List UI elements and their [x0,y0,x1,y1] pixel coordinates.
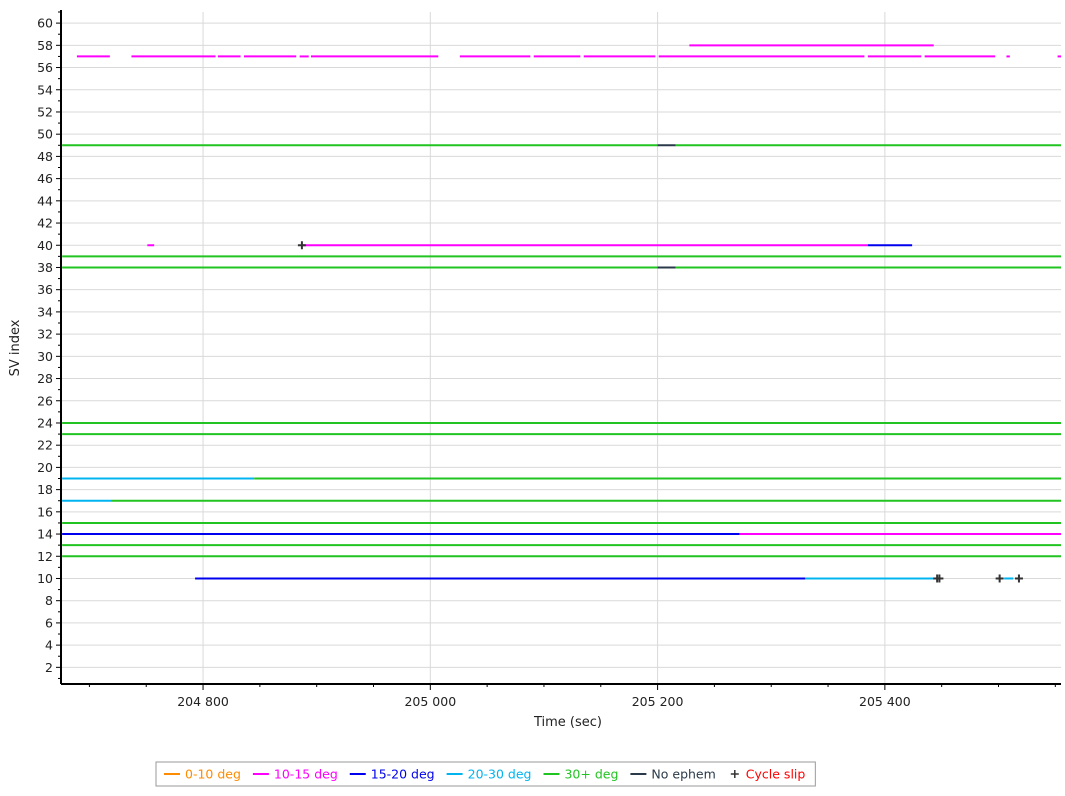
x-ticks: 204 800 205 000 205 200 205 400 [88,684,1056,709]
y-tick-label: 6 [45,615,53,630]
y-tick-label: 20 [37,460,53,475]
y-tick-label: 22 [37,438,53,453]
y-tick-label: 54 [37,82,53,97]
series-layer [62,44,1061,580]
cycle-slip-layer [297,241,1023,583]
y-tick-label: 50 [37,127,53,142]
y-ticks: 2468101214161820222426283032343638404244… [37,11,61,679]
y-tick-label: 2 [45,660,53,675]
y-tick-label: 8 [45,593,53,608]
y-tick-label: 42 [37,216,53,231]
y-tick-label: 60 [37,16,53,31]
y-tick-label: 14 [37,527,53,542]
y-axis-title: SV index [8,319,23,376]
legend-item-30plus: 30+ deg [543,767,618,782]
x-axis-title: Time (sec) [533,715,602,730]
y-tick-label: 24 [37,415,53,430]
cycle-slip-marker [1014,574,1023,583]
y-tick-label: 48 [37,149,53,164]
legend-label: 0-10 deg [185,767,241,782]
y-tick-label: 32 [37,327,53,342]
y-tick-label: 58 [37,38,53,53]
y-tick-label: 12 [37,549,53,564]
x-tick-label: 205 400 [859,694,911,709]
y-tick-label: 28 [37,371,53,386]
y-tick-label: 18 [37,482,53,497]
y-tick-label: 26 [37,393,53,408]
cycle-slip-marker [297,241,306,250]
y-tick-label: 44 [37,193,53,208]
y-tick-label: 40 [37,238,53,253]
y-tick-label: 36 [37,282,53,297]
legend-item-0-10: 0-10 deg [164,767,241,782]
cycle-slip-marker [995,574,1004,583]
y-tick-label: 16 [37,504,53,519]
y-tick-label: 46 [37,171,53,186]
y-tick-label: 52 [37,104,53,119]
x-tick-label: 205 200 [632,694,684,709]
legend: 0-10 deg 10-15 deg 15-20 deg 20-30 deg 30+ d… [155,761,816,787]
y-tick-label: 4 [45,638,53,653]
y-tick-label: 34 [37,304,53,319]
legend-label: 30+ deg [564,767,618,782]
legend-label: 15-20 deg [371,767,435,782]
legend-item-slip: Cycle slip [730,767,806,782]
legend-item-15-20: 15-20 deg [349,767,435,782]
y-tick-label: 30 [37,349,53,364]
y-tick-label: 38 [37,260,53,275]
x-tick-label: 204 800 [177,694,229,709]
y-tick-label: 10 [37,571,53,586]
legend-label: 20-30 deg [468,767,532,782]
y-tick-label: 56 [37,60,53,75]
legend-label: 10-15 deg [274,767,338,782]
legend-item-noeph: No ephem [630,767,716,782]
legend-item-20-30: 20-30 deg [446,767,532,782]
x-tick-label: 205 000 [404,694,456,709]
cycle-slip-marker [935,574,944,583]
axes [60,10,1061,685]
legend-label: No ephem [651,767,715,782]
legend-item-10-15: 10-15 deg [252,767,338,782]
legend-label: Cycle slip [746,767,806,782]
